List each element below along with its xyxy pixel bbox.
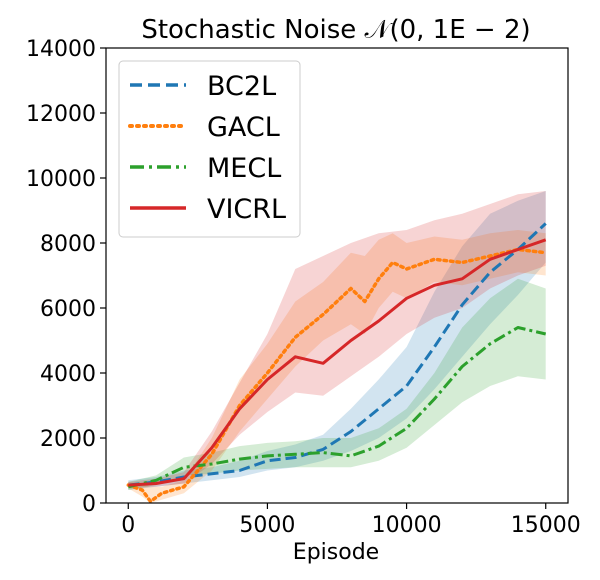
series-line-mecl bbox=[127, 326, 547, 489]
y-tick-label: 8000 bbox=[40, 232, 96, 257]
y-tick-label: 2000 bbox=[40, 427, 96, 452]
chart-title: Stochastic Noise 𝒩(0, 1E − 2) bbox=[141, 15, 530, 45]
y-tick-label: 14000 bbox=[26, 37, 96, 62]
x-axis-label: Episode bbox=[293, 540, 379, 565]
legend-label-mecl: MECL bbox=[207, 153, 281, 184]
y-tick-label: 4000 bbox=[40, 362, 96, 387]
plot-frame bbox=[105, 47, 569, 504]
x-tick-label: 5000 bbox=[239, 513, 295, 538]
confidence-bands bbox=[128, 191, 546, 503]
y-tick-label: 6000 bbox=[40, 297, 96, 322]
band-bc2l bbox=[128, 191, 546, 490]
x-axis: 0 5000 10000 15000 bbox=[121, 503, 581, 538]
series-line-bc2l bbox=[128, 222, 547, 487]
y-axis: 0 2000 4000 6000 8000 10000 12000 14000 bbox=[26, 37, 106, 517]
x-tick-label: 15000 bbox=[511, 513, 581, 538]
series-lines bbox=[126, 222, 548, 504]
y-tick-label: 12000 bbox=[26, 102, 96, 127]
x-tick-label: 0 bbox=[121, 513, 135, 538]
legend-label-vicrl: VICRL bbox=[207, 194, 286, 225]
y-tick-label: 0 bbox=[82, 492, 96, 517]
band-vicrl bbox=[128, 191, 546, 489]
series-line-vicrl bbox=[128, 238, 547, 487]
series-line-gacl bbox=[126, 247, 548, 504]
y-tick-label: 10000 bbox=[26, 167, 96, 192]
legend-label-bc2l: BC2L bbox=[207, 71, 276, 102]
band-gacl bbox=[128, 230, 546, 503]
legend: BC2L GACL MECL VICRL bbox=[118, 60, 301, 238]
x-tick-label: 10000 bbox=[372, 513, 442, 538]
legend-label-gacl: GACL bbox=[207, 112, 280, 143]
band-mecl bbox=[128, 278, 546, 490]
legend-box bbox=[118, 60, 301, 238]
